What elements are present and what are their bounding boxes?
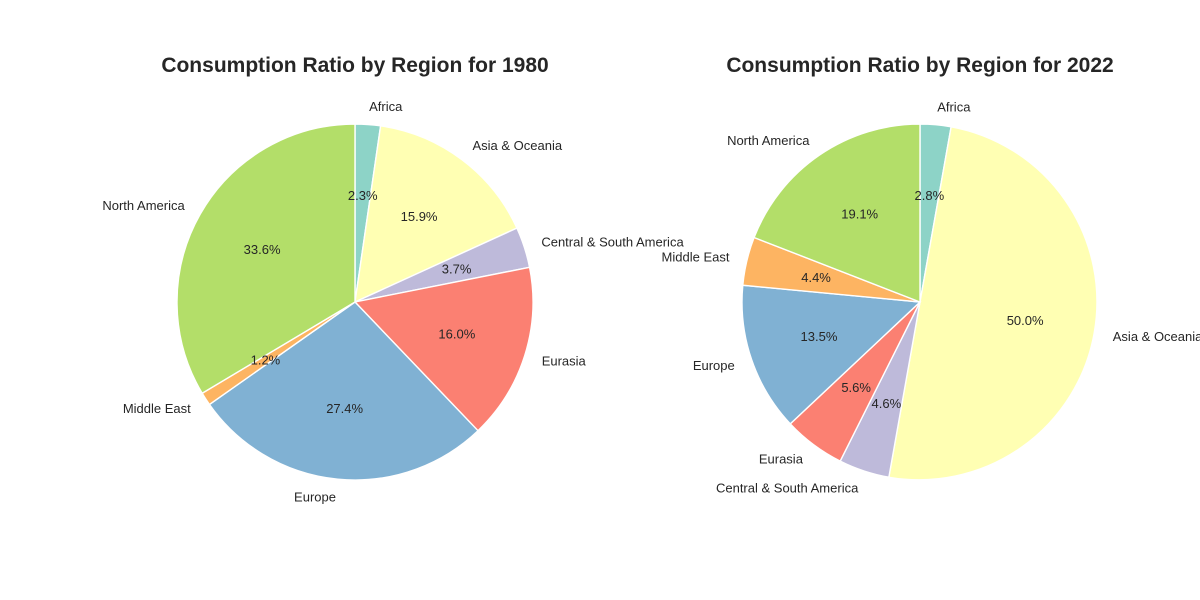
pie-wedge-1980-europe	[208, 301, 479, 481]
slice-percent-2022-middle-east: 4.4%	[801, 270, 831, 285]
slice-percent-1980-north-america: 33.6%	[244, 242, 281, 257]
slice-label-2022-europe: Europe	[693, 358, 735, 373]
slice-label-2022-middle-east: Middle East	[662, 249, 730, 264]
pie-wedge-2022-europe	[741, 284, 922, 425]
pie-labels-1980: Africa 2.3% Asia & Oceania 15.9% Central & S…	[102, 99, 684, 504]
pie-chart-2022: Consumption Ratio by Region for 2022 Afr…	[662, 54, 1200, 495]
pie-chart-1980: Consumption Ratio by Region for 1980 Afr…	[102, 54, 684, 504]
slice-percent-2022-central-and-south-america: 4.6%	[872, 396, 902, 411]
slice-label-1980-eurasia: Eurasia	[542, 353, 587, 368]
pie-wedge-1980-asia-and-oceania	[354, 125, 518, 304]
slice-percent-2022-eurasia: 5.6%	[841, 380, 871, 395]
slice-percent-1980-europe: 27.4%	[326, 401, 363, 416]
slice-percent-1980-africa: 2.3%	[348, 188, 378, 203]
pie-wedge-2022-asia-and-oceania	[888, 125, 1098, 481]
slice-percent-2022-north-america: 19.1%	[841, 206, 878, 221]
slice-label-2022-africa: Africa	[937, 99, 971, 114]
slice-percent-1980-eurasia: 16.0%	[438, 327, 475, 342]
slice-percent-1980-asia-and-oceania: 15.9%	[401, 209, 438, 224]
pie-wedges-2022	[741, 123, 1098, 481]
slice-percent-2022-africa: 2.8%	[915, 188, 945, 203]
slice-percent-1980-central-and-south-america: 3.7%	[442, 262, 472, 277]
slice-label-1980-north-america: North America	[102, 198, 185, 213]
slice-percent-1980-middle-east: 1.2%	[251, 353, 281, 368]
slice-label-2022-asia-and-oceania: Asia & Oceania	[1113, 329, 1200, 344]
pie-wedges-1980	[176, 123, 534, 481]
slice-percent-2022-europe: 13.5%	[801, 329, 838, 344]
pie-wedge-1980-north-america	[176, 123, 356, 395]
slice-label-2022-central-and-south-america: Central & South America	[716, 480, 859, 495]
slice-label-1980-asia-and-oceania: Asia & Oceania	[472, 138, 562, 153]
slice-label-1980-europe: Europe	[294, 489, 336, 504]
slice-label-1980-central-and-south-america: Central & South America	[541, 234, 684, 249]
pie-labels-2022: Africa 2.8% Asia & Oceania 50.0% Central & S…	[662, 99, 1200, 495]
slice-label-1980-africa: Africa	[369, 99, 403, 114]
chart-title-1980: Consumption Ratio by Region for 1980	[161, 54, 548, 77]
pie-wedge-2022-north-america	[753, 123, 921, 304]
slice-label-1980-middle-east: Middle East	[123, 401, 191, 416]
slice-label-2022-north-america: North America	[727, 133, 810, 148]
slice-label-2022-eurasia: Eurasia	[759, 451, 804, 466]
slice-percent-2022-asia-and-oceania: 50.0%	[1007, 313, 1044, 328]
chart-title-2022: Consumption Ratio by Region for 2022	[726, 54, 1113, 77]
pie-wedge-1980-eurasia	[353, 266, 534, 432]
